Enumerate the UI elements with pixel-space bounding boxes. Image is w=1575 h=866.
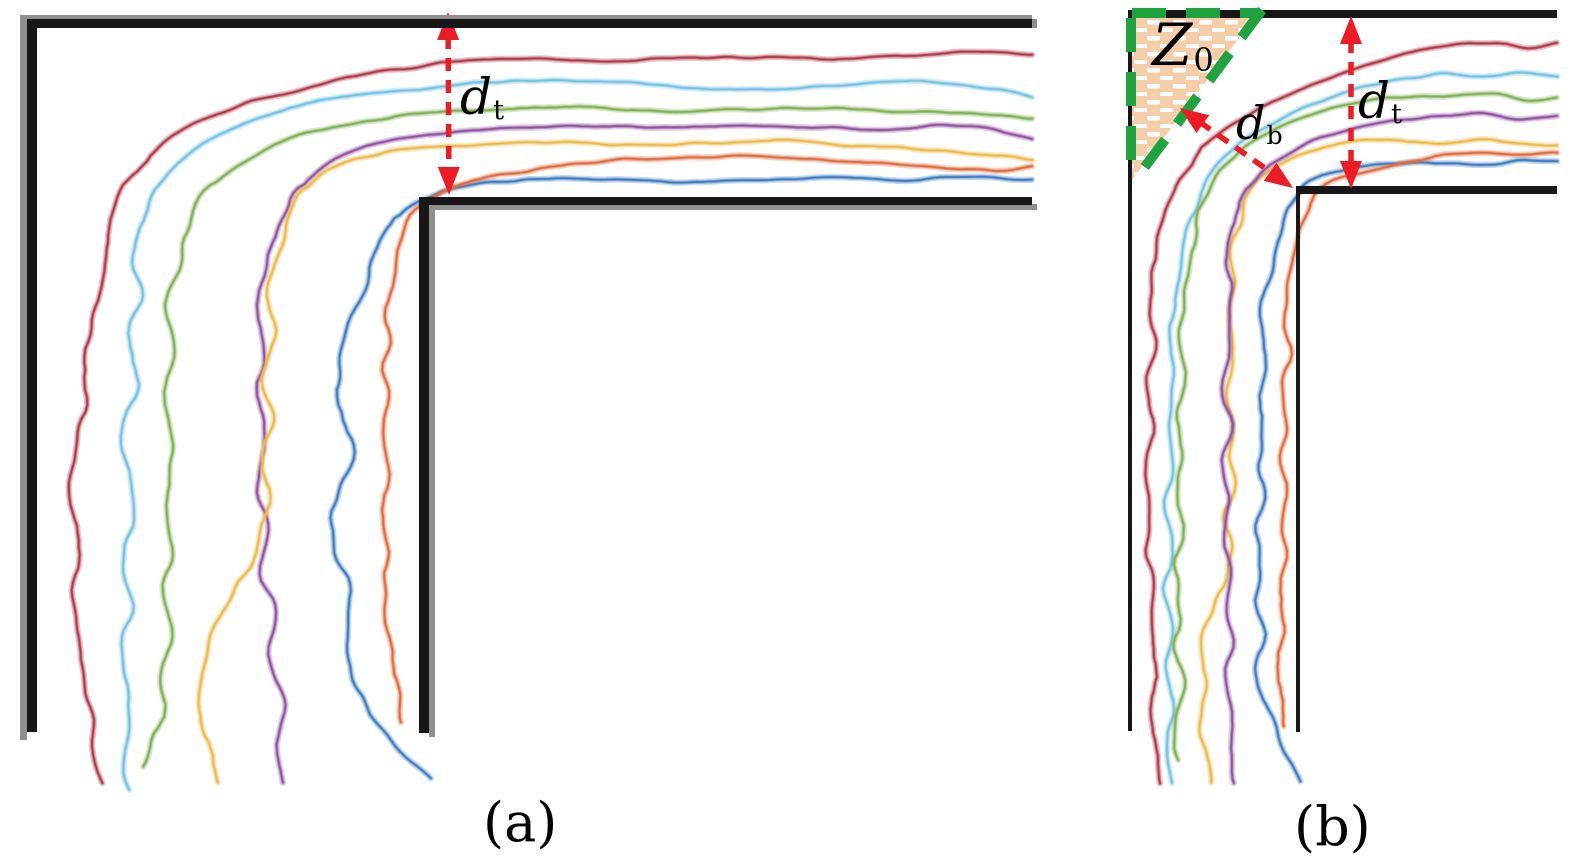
trajectory-yellow-a-halo (196, 138, 1034, 785)
label-dt-b-main: d (1358, 72, 1391, 130)
arrows-top-layer (1180, 16, 1362, 189)
trajectory-green-b (1172, 92, 1558, 761)
trajectory-darkred-b (1144, 41, 1558, 785)
trajectory-blue-a-halo (327, 173, 1036, 782)
trajectory-darkred-a (67, 50, 1033, 784)
panel-b-top-wall (1128, 10, 1557, 18)
db-arrow-b (1180, 108, 1293, 188)
dt-arrow-a (437, 12, 460, 195)
trajectory-yellow-b-halo (1197, 137, 1559, 785)
panel-a-inner-vwall (419, 197, 429, 733)
walls-layer (20, 10, 1557, 740)
panel-a-top-wall (27, 19, 1032, 28)
trajectory-orangered-a-halo (380, 153, 1034, 725)
panel-a-left-wall-shadow (20, 15, 27, 740)
trajectory-purple-b-halo (1219, 111, 1559, 785)
panel-a-top-wall-end (1032, 19, 1037, 28)
trajectory-yellow-b (1198, 138, 1558, 784)
trajectory-purple-b-halo (1218, 109, 1561, 787)
dt-arrow-a-head (437, 166, 460, 195)
trajectory-yellow-a (197, 138, 1034, 784)
caption-panel-a: (a) (483, 791, 558, 854)
trajectory-purple-a-halo (255, 123, 1034, 785)
z0-region-layer (1126, 7, 1267, 180)
panel-b-inner-hwall (1296, 186, 1557, 194)
dt-arrow-b (1340, 16, 1362, 189)
trajectory-orangered-a-halo (378, 152, 1036, 726)
z0-region-border-2 (1133, 7, 1267, 179)
panel-b-left-wall (1128, 10, 1132, 731)
trajectory-blue-a (329, 175, 1033, 779)
label-z0-zone: Z0 (1152, 16, 1214, 77)
label-z0-sub: 0 (1193, 40, 1214, 79)
trajectory-orangered-b-halo (1274, 149, 1561, 730)
trajectory-purple-b (1220, 112, 1558, 784)
label-z0-main: Z (1152, 11, 1193, 79)
trajectory-lightblue-b-halo (1161, 70, 1560, 785)
db-arrow-b-shaft (1197, 119, 1276, 177)
label-dt-b-sub: t (1391, 97, 1403, 130)
trajectory-green-a (142, 105, 1033, 768)
trajectory-purple-a (255, 123, 1033, 784)
label-dt-panel-a: dt (460, 72, 504, 124)
trajectory-blue-a-halo (328, 174, 1034, 780)
label-db-b-sub: b (1266, 120, 1283, 150)
label-dt-a-main: d (460, 68, 493, 126)
trajectory-lightblue-a-halo (117, 76, 1036, 794)
trajectory-lightblue-b-halo (1159, 69, 1561, 787)
panel-b-inner-vwall (1296, 186, 1300, 732)
trajectory-lightblue-a (119, 79, 1033, 791)
panel-a-top-wall-shadow (20, 15, 1032, 20)
label-dt-panel-b: dt (1358, 76, 1402, 128)
trajectory-blue-b (1254, 159, 1559, 783)
trajectory-blue-b-halo (1251, 156, 1561, 785)
dt-arrow-b-head (1340, 161, 1362, 189)
trajectory-yellow-a-halo (195, 136, 1036, 786)
caption-panel-b: (b) (1294, 795, 1371, 858)
db-arrow-b-head (1263, 162, 1293, 188)
dt-arrow-b-head (1340, 16, 1362, 44)
trajectories-layer (65, 39, 1561, 794)
db-arrow-b-head (1180, 108, 1210, 134)
trajectory-orangered-b-halo (1275, 150, 1559, 729)
trajectory-purple-a-halo (253, 121, 1036, 786)
trajectory-lightblue-b (1162, 71, 1559, 784)
trajectory-orangered-a (381, 154, 1033, 724)
panel-a-inner-hwall-shadow (429, 204, 1037, 210)
trajectory-orangered-b (1276, 151, 1558, 728)
arrows-under-layer (437, 12, 460, 195)
panel-a-left-wall (27, 19, 37, 732)
dt-arrow-a-shaft (445, 35, 452, 172)
panel-a-inner-hwall (419, 197, 1032, 205)
trajectory-lightblue-a-halo (119, 78, 1034, 792)
label-dt-a-sub: t (493, 93, 505, 126)
label-db-b-main: d (1236, 96, 1266, 150)
panel-a-inner-vwall-shadow (429, 203, 435, 737)
trajectory-yellow-b-halo (1195, 135, 1561, 787)
label-db-panel-b: db (1236, 100, 1283, 148)
trajectory-blue-b-halo (1253, 158, 1559, 784)
